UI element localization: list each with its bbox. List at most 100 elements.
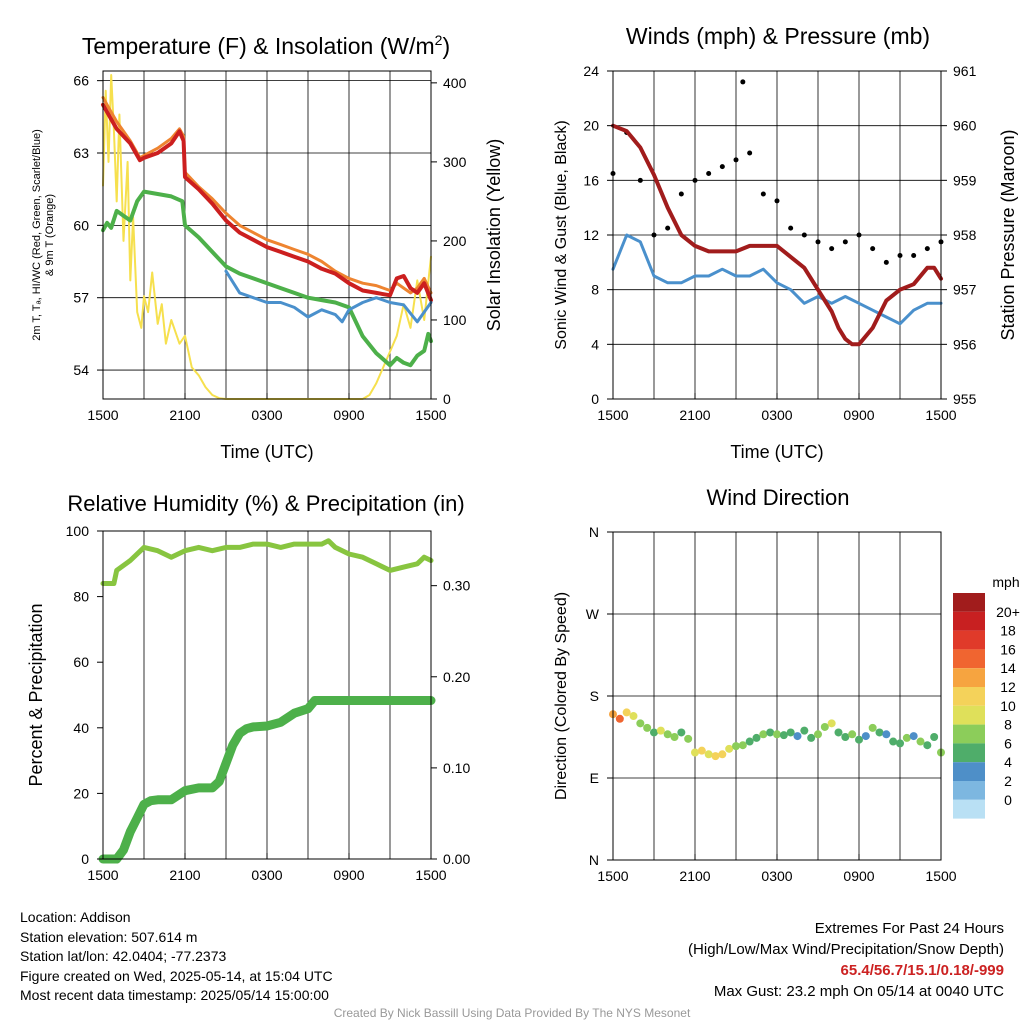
x-tick-label: 0300 bbox=[251, 407, 282, 423]
gust-point bbox=[678, 191, 684, 197]
series-line-td bbox=[101, 189, 433, 368]
x-tick-label: 2100 bbox=[679, 407, 710, 423]
x-tick-label: 2100 bbox=[169, 407, 200, 423]
humidity-grid bbox=[143, 531, 391, 859]
x-tick-label: 1500 bbox=[597, 407, 628, 423]
y-tick-label: 20 bbox=[583, 118, 599, 134]
colorbar-swatch bbox=[953, 762, 985, 781]
series-line-insolation bbox=[102, 74, 432, 400]
colorbar-swatch bbox=[953, 724, 985, 744]
x-tick-label: 0900 bbox=[843, 868, 874, 884]
direction-point bbox=[732, 742, 740, 751]
gust-point bbox=[883, 259, 889, 265]
speed-colorbar: 20+ 18 16 14 12 10 8 6 4 2 0 bbox=[953, 593, 1020, 819]
colorbar-swatch bbox=[953, 687, 985, 706]
direction-point bbox=[902, 733, 911, 742]
colorbar-swatch bbox=[953, 649, 985, 669]
x-tick-label: 0900 bbox=[843, 407, 874, 423]
temperature-xlabel: Time (UTC) bbox=[220, 442, 313, 462]
direction-point bbox=[752, 733, 761, 742]
max-gust: Max Gust: 23.2 mph On 05/14 at 0040 UTC bbox=[713, 983, 1004, 1000]
temperature-title: Temperature (F) & Insolation (W/m2) bbox=[82, 32, 450, 59]
x-tick-label: 1500 bbox=[415, 867, 446, 883]
direction-point bbox=[650, 728, 658, 737]
direction-point bbox=[786, 728, 795, 737]
direction-point bbox=[834, 728, 843, 737]
x-tick-label: 1500 bbox=[87, 407, 118, 423]
y-right-tick-label: 0.30 bbox=[443, 578, 470, 594]
humidity-ticks: 1500 2100 0300 0900 15000204060801000.000.10… bbox=[66, 523, 471, 883]
direction-point bbox=[615, 714, 624, 723]
x-tick-label: 1500 bbox=[925, 407, 956, 423]
gust-point bbox=[719, 164, 725, 170]
direction-point bbox=[930, 733, 939, 741]
series-line-relative-humidity bbox=[100, 538, 434, 586]
y-tick-label: 63 bbox=[73, 145, 89, 161]
y-tick-label: 80 bbox=[73, 589, 89, 605]
colorbar-label: 2 bbox=[1004, 773, 1012, 789]
direction-point bbox=[779, 731, 788, 740]
direction-point bbox=[800, 726, 809, 735]
y-right-tick-label: 958 bbox=[953, 227, 977, 243]
colorbar-label: 16 bbox=[1000, 641, 1016, 657]
y-right-tick-label: 300 bbox=[443, 154, 467, 170]
winds-series bbox=[610, 79, 944, 347]
gust-point bbox=[760, 191, 766, 197]
y-tick-label: 20 bbox=[73, 785, 89, 801]
gust-point bbox=[692, 177, 698, 183]
extremes-values: 65.4/56.7/15.1/0.18/-999 bbox=[840, 962, 1004, 979]
colorbar-swatch bbox=[953, 799, 985, 819]
direction-point bbox=[807, 733, 816, 742]
temperature-grid bbox=[103, 71, 431, 399]
humidity-series bbox=[98, 538, 436, 864]
station-latlon: Station lat/lon: 42.0404; -77.2373 bbox=[20, 948, 227, 965]
colorbar-label: 18 bbox=[1000, 623, 1016, 639]
direction-point bbox=[889, 737, 898, 746]
colorbar-label: 10 bbox=[1000, 698, 1016, 714]
y-tick-label: 8 bbox=[591, 282, 599, 298]
x-tick-label: 0300 bbox=[251, 867, 282, 883]
y-tick-label: 24 bbox=[583, 63, 599, 79]
winds-grid bbox=[613, 71, 941, 399]
y-tick-label: 54 bbox=[73, 362, 89, 378]
colorbar-swatch bbox=[953, 705, 985, 725]
gust-point bbox=[637, 177, 643, 183]
gust-point bbox=[665, 225, 671, 231]
series-line-precipitation bbox=[98, 696, 436, 864]
direction-point bbox=[725, 744, 734, 753]
winds-title: Winds (mph) & Pressure (mb) bbox=[626, 23, 930, 49]
extremes-block: Extremes For Past 24 Hours (High/Low/Max… bbox=[688, 918, 1004, 1002]
direction-point bbox=[670, 733, 679, 741]
direction-point bbox=[916, 737, 925, 746]
y-right-tick-label: 0.20 bbox=[443, 669, 470, 685]
gust-point bbox=[924, 246, 930, 252]
colorbar-swatch bbox=[953, 743, 985, 763]
direction-point bbox=[909, 732, 918, 741]
y-tick-label: 57 bbox=[73, 290, 89, 306]
y-tick-label: N bbox=[589, 524, 599, 540]
y-right-tick-label: 960 bbox=[953, 118, 977, 134]
colorbar-label: 12 bbox=[1000, 679, 1016, 695]
direction-point bbox=[738, 741, 747, 750]
station-location: Location: Addison bbox=[20, 909, 131, 925]
gust-point bbox=[815, 239, 821, 245]
direction-point bbox=[773, 730, 781, 739]
y-right-tick-label: 955 bbox=[953, 391, 977, 407]
x-tick-label: 0300 bbox=[761, 407, 792, 423]
series-line-pressure bbox=[611, 123, 943, 347]
y-right-tick-label: 100 bbox=[443, 312, 467, 328]
gust-point bbox=[829, 246, 835, 252]
y-right-tick-label: 961 bbox=[953, 63, 977, 79]
extremes-subtitle: (High/Low/Max Wind/Precipitation/Snow De… bbox=[688, 941, 1004, 958]
direction-point bbox=[896, 739, 904, 748]
y-tick-label: E bbox=[590, 770, 599, 786]
direction-point bbox=[684, 734, 693, 743]
direction-point bbox=[663, 730, 672, 739]
gust-point bbox=[897, 253, 903, 258]
colorbar-label: 6 bbox=[1004, 735, 1012, 751]
direction-point bbox=[793, 732, 802, 741]
x-tick-label: 2100 bbox=[169, 867, 200, 883]
series-line-sonic-wind bbox=[611, 233, 943, 326]
